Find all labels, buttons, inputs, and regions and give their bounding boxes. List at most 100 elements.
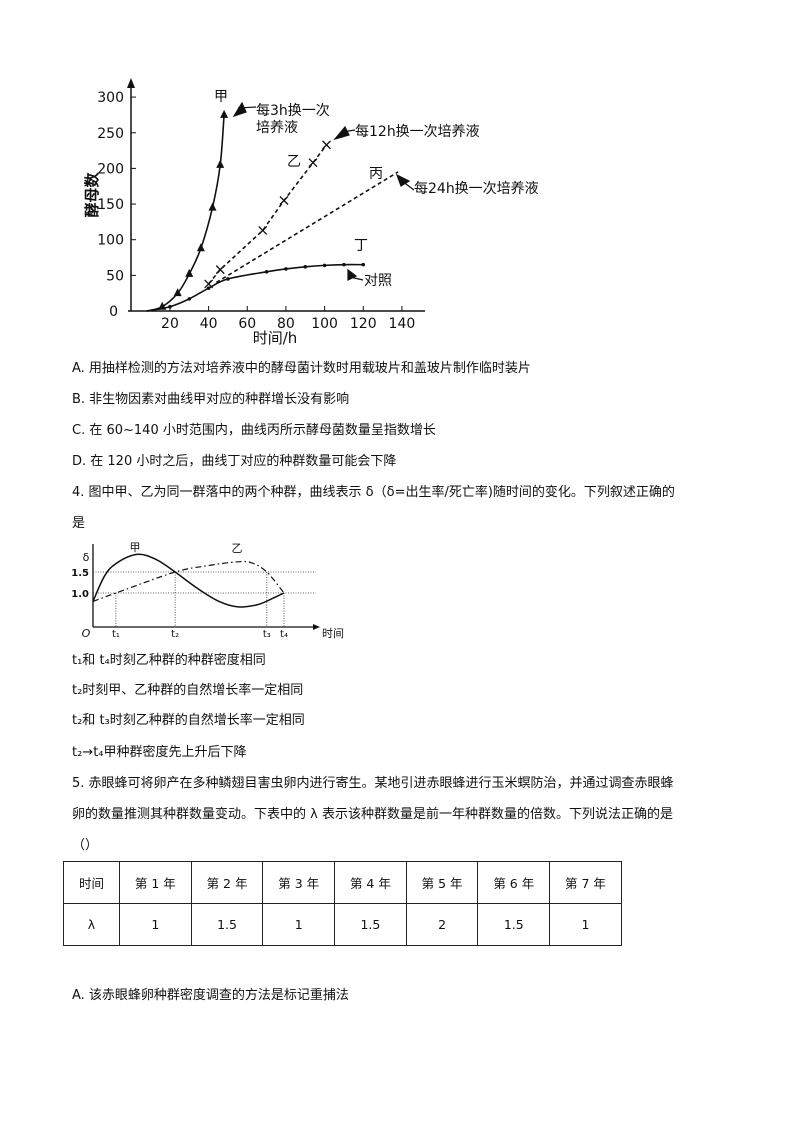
q3-option-b: B. 非生物因素对曲线甲对应的种群增长没有影响 [72, 392, 350, 407]
x-tick-label: 120 [350, 316, 377, 332]
x-tick-label: t₄ [280, 629, 288, 640]
q5-option-a: A. 该赤眼蜂卵种群密度调查的方法是标记重捕法 [72, 988, 349, 1003]
table-cell: 第 4 年 [334, 861, 407, 904]
data-point-dot [284, 267, 288, 271]
lambda-table: 时间 第 1 年 第 2 年 第 3 年 第 4 年 第 5 年 第 6 年 第… [63, 861, 622, 946]
data-point-dot [361, 262, 366, 267]
table-cell: 第 3 年 [262, 861, 336, 904]
data-point-dot [342, 262, 346, 267]
y-axis-label: 酵母数 [83, 172, 101, 218]
data-point-dot [168, 304, 172, 309]
x-axis-label: 时间 [322, 627, 344, 640]
annotation-乙: 每12h换一次培养液 [355, 123, 480, 140]
data-point-dot [206, 286, 211, 290]
x-tick-label: 20 [161, 316, 179, 332]
y-tick-label: 0 [109, 304, 118, 320]
data-point-dot [322, 263, 327, 268]
annotation-丁: 对照 [364, 273, 392, 289]
table-cell: 第 6 年 [477, 861, 551, 904]
series-line-甲 [92, 553, 285, 608]
x-tick-label: t₃ [263, 629, 271, 640]
table-cell: 1 [262, 903, 336, 946]
q5-stem-3: （） [72, 838, 99, 853]
arrow-icon [232, 101, 257, 118]
data-point-triangle [220, 109, 229, 118]
y-tick-label: 100 [97, 233, 124, 249]
x-tick-label: 40 [200, 316, 218, 332]
series-name-丙: 丙 [369, 166, 383, 182]
data-point-triangle [196, 243, 205, 252]
x-axis-arrow-icon [313, 624, 320, 630]
q3-option-a: A. 用抽样检测的方法对培养液中的酵母菌计数时用载玻片和盖玻片制作临时装片 [72, 361, 531, 376]
y-tick-label: 150 [97, 197, 124, 213]
data-point-x [279, 196, 289, 205]
arrow-icon [395, 173, 415, 191]
table-row: λ 1 1.5 1 1.5 2 1.5 1 [63, 903, 622, 946]
data-point-dot [226, 277, 230, 281]
data-point-dot [187, 297, 192, 301]
q4-option-d: t₂→t₄甲种群密度先上升后下降 [72, 745, 247, 760]
series-line-乙 [92, 560, 285, 602]
table-header-row: 时间 第 1 年 第 2 年 第 3 年 第 4 年 第 5 年 第 6 年 第… [63, 861, 622, 904]
x-tick-label: 140 [389, 316, 416, 332]
y-tick-label: 1.0 [71, 589, 89, 600]
data-point-triangle [216, 159, 225, 168]
data-point-dot [264, 269, 269, 274]
table-cell: λ [63, 903, 120, 946]
y-axis-label: δ [83, 551, 90, 564]
q4-option-a: t₁和 t₄时刻乙种群的种群密度相同 [72, 653, 266, 668]
table-cell: 时间 [63, 861, 120, 904]
x-tick-label: 60 [238, 316, 256, 332]
data-point-x [215, 265, 225, 275]
table-cell: 1.5 [190, 903, 264, 946]
data-point-triangle [173, 288, 182, 297]
table-cell: 第 7 年 [549, 861, 622, 904]
x-axis-label: 时间/h [253, 329, 298, 347]
y-tick-label: 300 [97, 90, 124, 106]
series-name-甲: 甲 [130, 541, 141, 554]
annotation-丙: 每24h换一次培养液 [414, 180, 539, 197]
series-line-乙 [207, 144, 328, 285]
table-cell: 第 5 年 [405, 861, 479, 904]
annotation-甲-line1: 每3h换一次 [256, 102, 330, 119]
arrow-icon [333, 125, 356, 141]
y-tick-label: 250 [97, 126, 124, 142]
table-cell: 第 2 年 [190, 861, 264, 904]
q3-option-d: D. 在 120 小时之后，曲线丁对应的种群数量可能会下降 [72, 454, 397, 469]
x-tick-label: 100 [311, 316, 338, 332]
data-point-x [322, 140, 331, 150]
table-cell: 1.5 [477, 903, 551, 946]
x-tick-label: t₂ [171, 629, 179, 640]
data-point-triangle [185, 268, 194, 277]
y-tick-label: 1.5 [71, 568, 89, 579]
annotation-甲-line2: 培养液 [256, 120, 298, 136]
table-cell: 1 [549, 903, 622, 946]
y-tick-label: 200 [97, 161, 124, 177]
arrow-icon [347, 268, 364, 281]
series-name-乙: 乙 [287, 154, 301, 170]
origin-label: O [82, 627, 91, 640]
x-tick-label: 80 [277, 316, 295, 332]
q5-stem-1: 5. 赤眼蜂可将卵产在多种鳞翅目害虫卵内进行寄生。某地引进赤眼蜂进行玉米螟防治，… [72, 776, 674, 791]
data-point-x [258, 225, 268, 235]
series-name-丁: 丁 [354, 238, 368, 254]
table-cell: 1 [119, 903, 192, 946]
series-name-乙: 乙 [232, 542, 243, 555]
data-point-triangle [208, 202, 217, 211]
y-tick-label: 50 [106, 268, 124, 284]
table-cell: 第 1 年 [119, 861, 192, 904]
series-line-丁 [146, 263, 364, 312]
q5-stem-2: 卵的数量推测其种群数量变动。下表中的 λ 表示该种群数量是前一年种群数量的倍数。… [72, 807, 673, 822]
delta-chart: δ O 时间 1.0 1.5 t₁ t₂ t₃ t₄ 甲 乙 [71, 541, 344, 640]
table-cell: 1.5 [334, 903, 407, 946]
q4-stem: 4. 图中甲、乙为同一群落中的两个种群，曲线表示 δ（δ=出生率/死亡率)随时间… [72, 485, 675, 500]
x-tick-label: t₁ [112, 629, 120, 640]
y-axis-arrow-icon [127, 78, 135, 88]
data-point-x [308, 158, 318, 168]
q4-option-b: t₂时刻甲、乙种群的自然增长率一定相同 [72, 683, 304, 698]
series-line-丙 [215, 171, 399, 284]
yeast-growth-chart: 20 40 60 80 100 120 140 0 50 100 150 200 250 300 时间/h 酵… [83, 78, 539, 347]
data-point-dot [303, 264, 308, 269]
q4-stem-cont: 是 [72, 516, 86, 531]
q4-option-c: t₂和 t₃时刻乙种群的自然增长率一定相同 [72, 713, 305, 728]
